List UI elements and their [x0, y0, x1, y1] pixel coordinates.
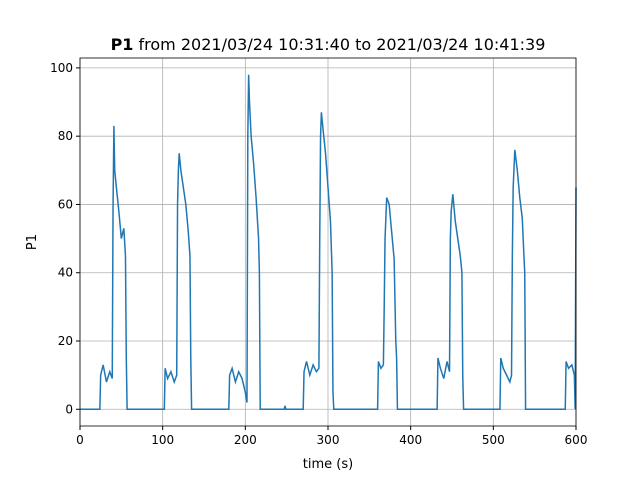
- y-axis-label: P1: [25, 234, 40, 250]
- y-tick-label: 80: [58, 129, 73, 143]
- chart-title: P1 from 2021/03/24 10:31:40 to 2021/03/2…: [111, 35, 546, 54]
- x-tick-label: 600: [565, 433, 588, 447]
- data-line: [80, 74, 577, 411]
- y-tick-label: 20: [58, 334, 73, 348]
- x-tick-label: 100: [151, 433, 174, 447]
- x-tick-label: 400: [399, 433, 422, 447]
- title-rest: from 2021/03/24 10:31:40 to 2021/03/24 1…: [139, 35, 546, 54]
- x-axis-label: time (s): [303, 457, 353, 472]
- x-tick-label: 200: [234, 433, 257, 447]
- x-tick-label: 500: [482, 433, 505, 447]
- y-tick-label: 60: [58, 197, 73, 211]
- y-tick-label: 40: [58, 266, 73, 280]
- x-tick-label: 0: [76, 433, 84, 447]
- x-tick-label: 300: [317, 433, 340, 447]
- plot-frame: [79, 57, 577, 427]
- y-tick-label: 100: [50, 61, 73, 75]
- title-bold: P1: [111, 35, 134, 54]
- y-tick-label: 0: [65, 402, 73, 416]
